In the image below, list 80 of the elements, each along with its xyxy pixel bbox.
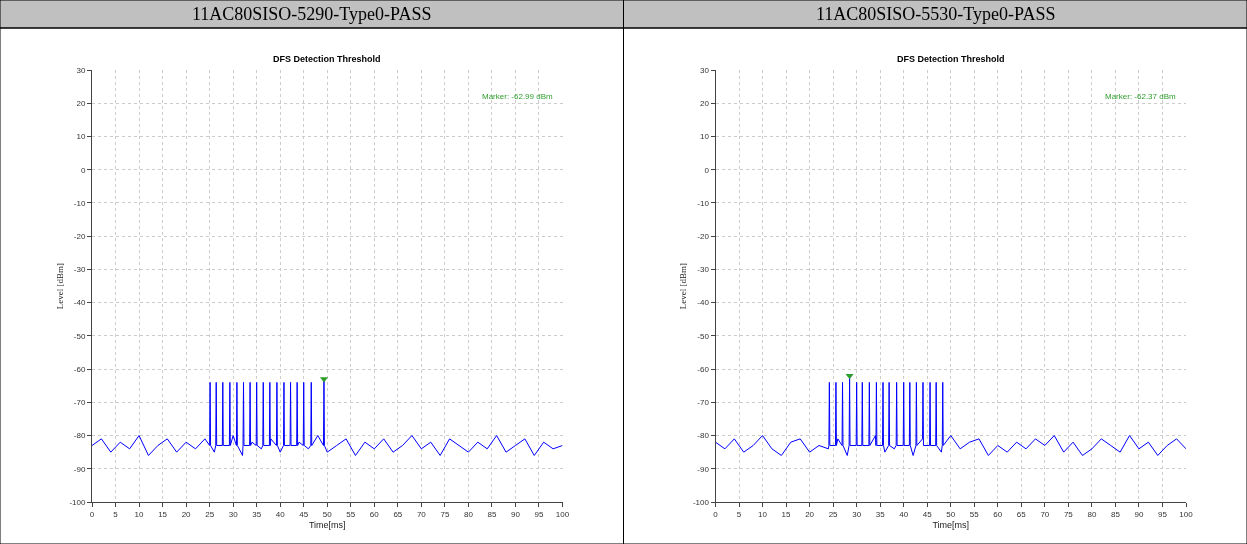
y-tick-label: 30 xyxy=(76,65,86,75)
x-tick-label: 70 xyxy=(1040,509,1050,519)
y-tick-label: -50 xyxy=(697,331,710,341)
y-axis-title: Level [dBm] xyxy=(54,262,65,310)
y-tick-label: -40 xyxy=(697,298,710,308)
y-tick-label: -90 xyxy=(73,464,86,474)
x-tick-label: 95 xyxy=(1158,509,1168,519)
x-tick-label: 10 xyxy=(134,509,145,519)
y-tick-label: -10 xyxy=(73,198,86,208)
x-tick-label: 70 xyxy=(416,509,427,519)
x-tick-label: 30 xyxy=(228,509,239,519)
x-tick-label: 5 xyxy=(736,509,742,519)
x-tick-label: 100 xyxy=(555,509,570,519)
x-tick-label: 5 xyxy=(113,509,119,519)
chart-title: 11AC80SISO-5290-Type0-PASS xyxy=(192,4,432,24)
x-tick-label: 0 xyxy=(89,509,95,519)
x-tick-label: 20 xyxy=(181,509,192,519)
x-tick-label: 60 xyxy=(993,509,1003,519)
y-tick-label: -30 xyxy=(697,265,710,275)
chart-subtitle: DFS Detection Threshold xyxy=(273,54,381,64)
y-tick-label: 0 xyxy=(704,165,710,175)
y-tick-label: -60 xyxy=(697,364,710,374)
x-tick-label: 15 xyxy=(158,509,168,519)
y-tick-label: -10 xyxy=(697,198,710,208)
x-tick-label: 50 xyxy=(946,509,956,519)
y-tick-label: -50 xyxy=(73,331,86,341)
x-tick-label: 80 xyxy=(463,509,474,519)
x-axis-title: Time[ms] xyxy=(932,520,970,531)
y-tick-label: -70 xyxy=(73,398,86,408)
y-tick-label: 10 xyxy=(699,132,710,142)
x-tick-label: 10 xyxy=(758,509,768,519)
x-tick-label: 35 xyxy=(875,509,886,519)
chart-subtitle: DFS Detection Threshold xyxy=(897,54,1005,64)
x-tick-label: 55 xyxy=(969,509,980,519)
y-tick-label: -100 xyxy=(69,497,86,507)
x-tick-label: 45 xyxy=(299,509,309,519)
x-tick-label: 50 xyxy=(322,509,333,519)
y-tick-label: -70 xyxy=(697,398,710,408)
x-tick-label: 45 xyxy=(922,509,933,519)
x-tick-label: 35 xyxy=(252,509,262,519)
chart-title: 11AC80SISO-5530-Type0-PASS xyxy=(816,4,1056,24)
y-tick-label: -20 xyxy=(73,231,86,241)
x-tick-label: 40 xyxy=(275,509,286,519)
x-tick-label: 55 xyxy=(346,509,356,519)
x-tick-label: 20 xyxy=(805,509,815,519)
x-tick-label: 25 xyxy=(828,509,839,519)
x-tick-label: 65 xyxy=(1016,509,1027,519)
annotation: Marker: -62.99 dBm xyxy=(482,92,554,101)
x-tick-label: 85 xyxy=(1110,509,1121,519)
x-tick-label: 75 xyxy=(1063,509,1074,519)
x-tick-label: 90 xyxy=(511,509,521,519)
y-tick-label: -80 xyxy=(697,431,710,441)
y-tick-label: -80 xyxy=(73,431,86,441)
y-tick-label: 30 xyxy=(699,65,710,75)
y-tick-label: -40 xyxy=(73,298,86,308)
x-tick-label: 100 xyxy=(1179,509,1194,519)
x-tick-label: 30 xyxy=(852,509,862,519)
y-tick-label: -90 xyxy=(697,464,710,474)
y-tick-label: -100 xyxy=(692,497,710,507)
x-tick-label: 90 xyxy=(1134,509,1144,519)
x-tick-label: 0 xyxy=(713,509,719,519)
annotation: Marker: -62.37 dBm xyxy=(1105,92,1177,101)
y-tick-label: -20 xyxy=(697,231,710,241)
x-tick-label: 85 xyxy=(487,509,497,519)
y-tick-label: 0 xyxy=(80,165,86,175)
x-tick-label: 95 xyxy=(534,509,544,519)
x-tick-label: 40 xyxy=(899,509,909,519)
x-tick-label: 15 xyxy=(781,509,792,519)
x-tick-label: 65 xyxy=(393,509,403,519)
y-tick-label: 20 xyxy=(76,99,86,109)
x-tick-label: 60 xyxy=(369,509,380,519)
y-tick-label: -30 xyxy=(73,265,86,275)
x-tick-label: 80 xyxy=(1087,509,1097,519)
y-tick-label: 10 xyxy=(76,132,86,142)
x-axis-title: Time[ms] xyxy=(308,520,346,531)
y-tick-label: -60 xyxy=(73,364,86,374)
y-tick-label: 20 xyxy=(699,99,710,109)
y-axis-title: Level [dBm] xyxy=(678,262,689,310)
x-tick-label: 75 xyxy=(440,509,450,519)
x-tick-label: 25 xyxy=(205,509,215,519)
